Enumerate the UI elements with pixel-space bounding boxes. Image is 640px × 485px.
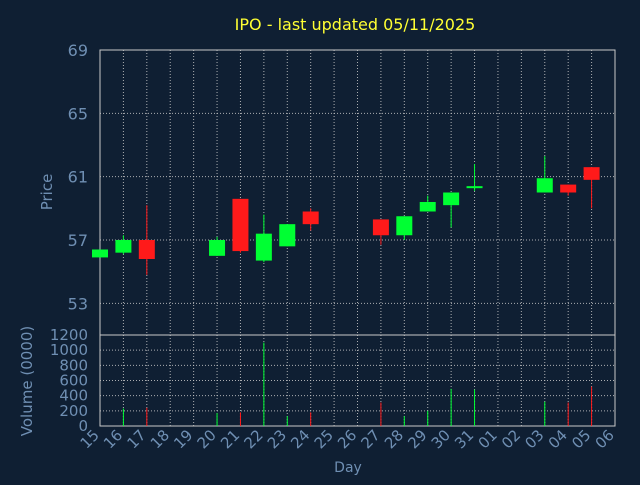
x-tick-label: 26 (334, 426, 360, 452)
x-tick-label: 31 (451, 426, 477, 452)
x-tick-label: 23 (264, 426, 290, 452)
volume-tick-label: 800 (59, 356, 88, 374)
candle-body (466, 186, 483, 189)
volume-tick-label: 600 (59, 372, 88, 390)
x-tick-label: 29 (404, 426, 430, 452)
candle-body (396, 216, 413, 236)
candle-body (279, 224, 296, 247)
price-tick-label: 53 (68, 294, 88, 313)
volume-tick-label: 1200 (50, 326, 88, 344)
candle-body (443, 192, 460, 206)
x-tick-label: 18 (147, 426, 173, 452)
price-tick-label: 65 (68, 104, 88, 123)
volume-tick-label: 400 (59, 387, 88, 405)
candle-body (302, 211, 319, 225)
candle-body (232, 198, 249, 252)
candle-body (138, 240, 155, 259)
candle-body (536, 178, 553, 193)
x-tick-label: 25 (311, 426, 337, 452)
price-tick-label: 61 (68, 168, 88, 187)
volume-panel: 0200400600800100012001516171819202122232… (50, 326, 618, 452)
volume-axis-label: Volume (0000) (18, 326, 36, 436)
x-tick-label: 24 (287, 426, 313, 452)
x-tick-label: 06 (592, 426, 618, 452)
price-axis-label: Price (38, 174, 56, 211)
candle-body (255, 233, 272, 261)
candle-body (209, 240, 226, 256)
x-tick-label: 27 (358, 426, 384, 452)
x-tick-label: 19 (170, 426, 196, 452)
x-tick-label: 01 (475, 426, 501, 452)
price-panel: 53 57 61 65 69 (68, 41, 616, 336)
x-axis-label: Day (334, 460, 362, 476)
x-tick-label: 21 (217, 426, 243, 452)
volume-tick-label: 200 (59, 402, 88, 420)
x-tick-label: 22 (240, 426, 266, 452)
chart-title: IPO - last updated 05/11/2025 (235, 15, 476, 34)
candle-body (560, 184, 577, 193)
x-tick-label: 05 (568, 426, 594, 452)
x-tick-label: 20 (194, 426, 220, 452)
x-tick-label: 28 (381, 426, 407, 452)
x-tick-label: 04 (545, 426, 571, 452)
x-tick-label: 02 (498, 426, 524, 452)
price-tick-label: 57 (68, 231, 88, 250)
candle-body (115, 240, 132, 253)
x-tick-label: 16 (100, 426, 126, 452)
candle-body (372, 219, 389, 236)
volume-tick-label: 1000 (50, 341, 88, 359)
x-tick-label: 17 (123, 426, 149, 452)
candle-body (92, 249, 108, 258)
candle-body (419, 202, 436, 212)
x-tick-label: 30 (428, 426, 454, 452)
volume-tick-label: 0 (78, 417, 88, 435)
price-tick-label: 69 (68, 41, 88, 60)
x-tick-label: 03 (521, 426, 547, 452)
candle-body (583, 167, 600, 180)
